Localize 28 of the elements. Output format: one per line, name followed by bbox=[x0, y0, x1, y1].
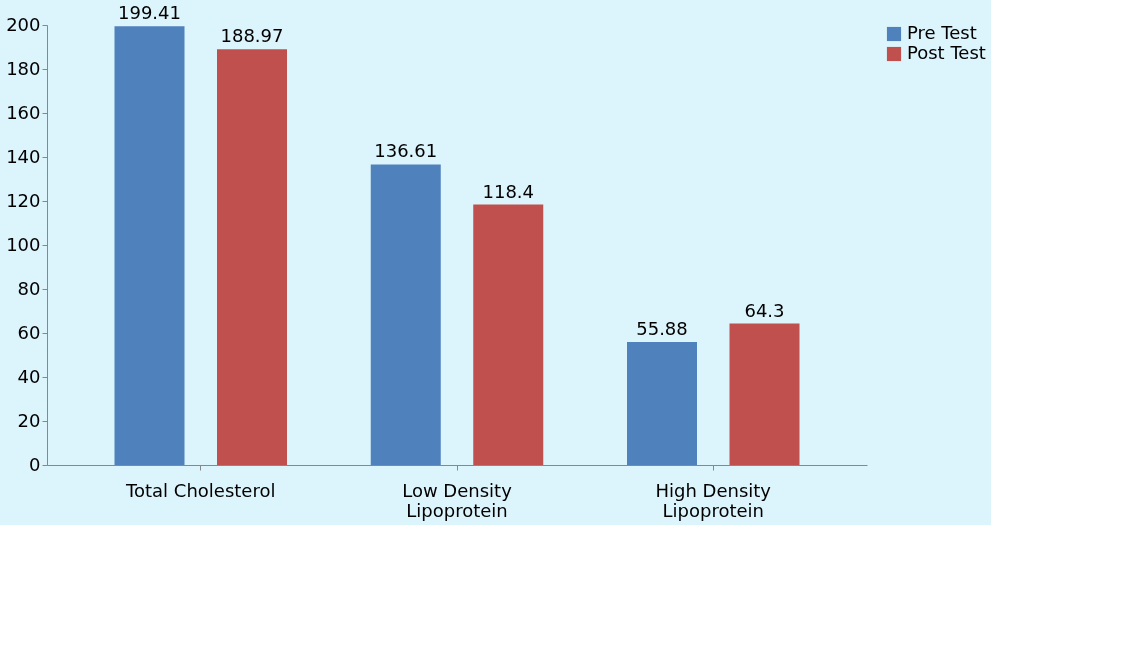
y-tick-label: 180 bbox=[6, 57, 41, 79]
data-label: 118.4 bbox=[482, 180, 535, 202]
bar bbox=[217, 49, 287, 465]
y-tick-label: 0 bbox=[29, 453, 41, 475]
bar bbox=[729, 323, 800, 465]
bar bbox=[370, 164, 441, 465]
y-tick-label: 60 bbox=[17, 321, 41, 343]
data-label: 199.41 bbox=[118, 2, 181, 24]
y-tick-label: 40 bbox=[17, 365, 41, 387]
bar bbox=[114, 26, 185, 465]
y-tick-label: 140 bbox=[6, 145, 41, 167]
bar bbox=[627, 342, 697, 465]
y-tick-label: 160 bbox=[6, 101, 41, 123]
y-tick-label: 20 bbox=[17, 409, 41, 431]
x-tick-label: Total Cholesterol bbox=[125, 479, 276, 501]
data-label: 188.97 bbox=[220, 25, 284, 47]
data-label: 136.61 bbox=[374, 140, 438, 162]
data-label: 55.88 bbox=[636, 318, 688, 340]
y-tick-label: 120 bbox=[6, 189, 41, 211]
y-tick-label: 100 bbox=[6, 233, 41, 255]
y-tick-label: 200 bbox=[6, 13, 41, 35]
y-tick-label: 80 bbox=[17, 277, 41, 299]
x-tick-label: High Density Lipoprotein bbox=[655, 479, 772, 521]
legend-label: Post Test bbox=[907, 42, 986, 63]
legend-label: Pre Test bbox=[907, 22, 977, 43]
bar bbox=[473, 204, 544, 465]
data-label: 64.3 bbox=[744, 299, 785, 321]
x-tick-label: Low Density Lipoprotein bbox=[402, 479, 513, 521]
